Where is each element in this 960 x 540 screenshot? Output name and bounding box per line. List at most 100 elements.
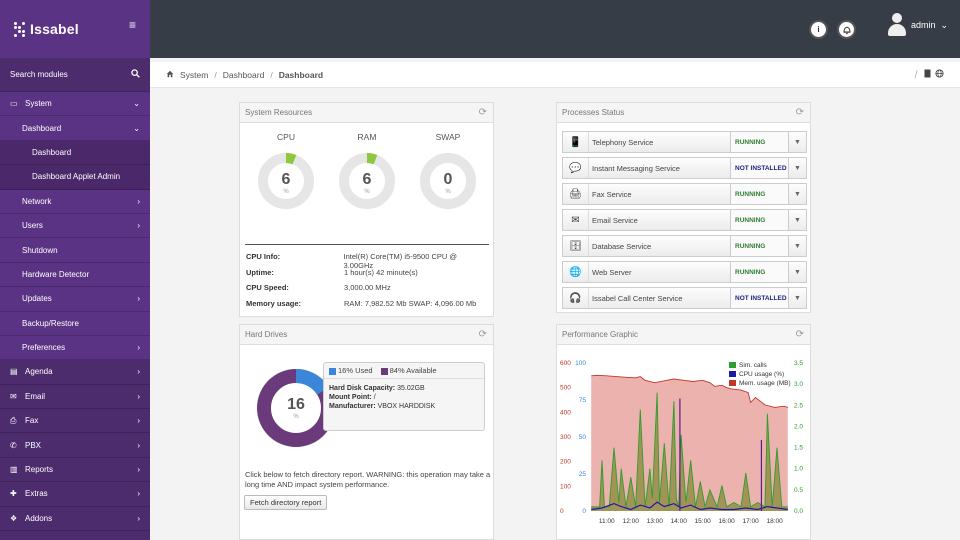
process-name: Telephony Service	[592, 137, 654, 147]
phone-icon: ✆	[10, 440, 17, 450]
process-actions-dropdown[interactable]: ▼	[788, 184, 806, 204]
refresh-icon[interactable]: ⟳	[795, 107, 804, 118]
globe-icon[interactable]	[935, 69, 944, 81]
system-resources-panel: System Resources ⟳ CPU 6% RAM 6% SWAP 0% CPU …	[239, 102, 494, 317]
sidebar-item-email[interactable]: ✉ Email ›	[0, 385, 150, 410]
info-value: 3,000.00 MHz	[344, 283, 391, 292]
process-status: RUNNING	[730, 210, 788, 230]
process-row: 🗄 Database Service RUNNING ▼	[562, 235, 807, 257]
y-left-tick: 0	[560, 508, 564, 515]
breadcrumb-dashboard[interactable]: Dashboard	[222, 69, 265, 80]
chevron-right-icon: ›	[137, 513, 140, 523]
menu-toggle-icon[interactable]: ≡	[128, 18, 136, 32]
sidebar-item-system[interactable]: ▭ System ⌄	[0, 92, 150, 117]
x-tick: 16:00	[719, 518, 736, 525]
sidebar-item-preferences[interactable]: Preferences ›	[0, 335, 150, 361]
user-menu[interactable]: admin ⌄	[887, 13, 948, 37]
panel-title: Processes Status	[562, 108, 625, 117]
book-icon: ▤	[10, 367, 18, 377]
sidebar-item-dashboard-applet-admin[interactable]: Dashboard Applet Admin	[0, 165, 150, 190]
manufacturer-row: Manufacturer: VBOX HARDDISK	[329, 402, 479, 411]
y-left-tick: 500	[560, 385, 571, 392]
y-left-tick: 300	[560, 434, 571, 441]
sidebar-item-pbx[interactable]: ✆ PBX ›	[0, 433, 150, 458]
x-tick: 15:00	[695, 518, 712, 525]
sidebar-item-label: Network	[22, 196, 52, 206]
info-row: Uptime: 1 hour(s) 42 minute(s)	[246, 268, 488, 277]
caret-down-icon: ▼	[794, 216, 801, 224]
y-mid-tick: 50	[579, 434, 587, 441]
y-left-tick: 400	[560, 409, 571, 416]
chevron-down-icon: ⌄	[133, 99, 140, 109]
sidebar-item-backup-restore[interactable]: Backup/Restore	[0, 311, 150, 336]
legend-swatch	[329, 367, 336, 375]
disk-legend: 16% Used 84% Available	[324, 363, 484, 379]
legend-swatch	[380, 367, 388, 375]
performance-panel: Performance Graphic ⟳ 600 500 400 300 200 100…	[556, 324, 811, 540]
fetch-directory-report-button[interactable]: Fetch directory report	[244, 495, 328, 510]
y-mid-tick: 0	[582, 508, 586, 515]
legend-label: CPU usage (%)	[739, 371, 784, 378]
home-icon[interactable]	[166, 70, 174, 80]
process-actions-dropdown[interactable]: ▼	[788, 262, 806, 282]
sidebar-item-label: Addons	[25, 513, 53, 523]
username: admin	[910, 20, 936, 30]
refresh-icon[interactable]: ⟳	[478, 107, 487, 118]
processes-panel: Processes Status ⟳ 📱 Telephony Service RUN…	[556, 102, 811, 313]
chevron-right-icon: ›	[137, 416, 140, 426]
sidebar-item-agenda[interactable]: ▤ Agenda ›	[0, 360, 150, 385]
hard-drives-panel: Hard Drives ⟳ 16 % 16% Used 84% Availabl…	[239, 324, 494, 540]
legend-available: 84% Available	[380, 366, 437, 375]
breadcrumb-system[interactable]: System	[180, 69, 209, 80]
chevron-right-icon: ›	[137, 391, 140, 401]
monitor-icon: ▭	[10, 99, 18, 109]
caret-down-icon: ▼	[794, 138, 801, 146]
info-key: Uptime:	[246, 267, 274, 277]
legend-available-label: 84% Available	[389, 366, 437, 375]
process-actions-dropdown[interactable]: ▼	[788, 132, 806, 152]
sidebar-item-shutdown[interactable]: Shutdown	[0, 238, 150, 263]
manufacturer-value: VBOX HARDDISK	[377, 403, 436, 410]
sidebar-item-dashboard[interactable]: Dashboard ⌄	[0, 116, 150, 141]
process-actions-dropdown[interactable]: ▼	[788, 236, 806, 256]
chevron-right-icon: ›	[137, 343, 140, 353]
sidebar-item-network[interactable]: Network ›	[0, 189, 150, 214]
refresh-icon[interactable]: ⟳	[795, 329, 804, 340]
envelope-icon: ✉	[10, 391, 17, 401]
y-right-tick: 3.5	[794, 360, 803, 367]
sidebar-item-extras[interactable]: ✚ Extras ›	[0, 482, 150, 507]
process-name: Database Service	[592, 241, 652, 251]
process-name: Issabel Call Center Service	[592, 293, 683, 303]
caret-down-icon: ▼	[794, 164, 801, 172]
manufacturer-label: Manufacturer:	[329, 403, 376, 410]
disk-details: Hard Disk Capacity: 35.02GB Mount Point:…	[324, 379, 484, 416]
fax-icon: 🖨	[563, 184, 589, 204]
legend-used: 16% Used	[329, 366, 373, 375]
process-actions-dropdown[interactable]: ▼	[788, 288, 806, 308]
sidebar-item-addons[interactable]: ❖ Addons ›	[0, 507, 150, 532]
chevron-down-icon: ⌄	[940, 19, 948, 30]
process-status: RUNNING	[730, 262, 788, 282]
y-mid-tick: 25	[579, 471, 587, 478]
series-area	[591, 392, 788, 511]
search-icon[interactable]	[131, 69, 140, 80]
sidebar-item-fax[interactable]: ⎙ Fax ›	[0, 409, 150, 434]
sidebar-item-reports[interactable]: ▥ Reports ›	[0, 458, 150, 483]
search-modules[interactable]: Search modules	[0, 58, 150, 92]
process-actions-dropdown[interactable]: ▼	[788, 158, 806, 178]
brand-name: Issabel	[30, 21, 79, 37]
info-key: CPU Info:	[246, 252, 281, 261]
sidebar-item-dashboard[interactable]: Dashboard	[0, 140, 150, 166]
process-actions-dropdown[interactable]: ▼	[788, 210, 806, 230]
info-icon[interactable]: i	[809, 20, 828, 39]
bookmark-icon[interactable]	[924, 69, 935, 81]
refresh-icon[interactable]: ⟳	[478, 329, 487, 340]
process-name: Fax Service	[592, 189, 632, 199]
sidebar-item-updates[interactable]: Updates ›	[0, 287, 150, 312]
issabel-logo[interactable]: Issabel	[14, 21, 79, 37]
bell-icon[interactable]	[837, 20, 856, 39]
chat-icon: 💬	[563, 158, 589, 178]
sidebar-item-users[interactable]: Users ›	[0, 213, 150, 239]
sidebar-item-hardware-detector[interactable]: Hardware Detector	[0, 262, 150, 288]
mount-row: Mount Point: /	[329, 393, 479, 402]
